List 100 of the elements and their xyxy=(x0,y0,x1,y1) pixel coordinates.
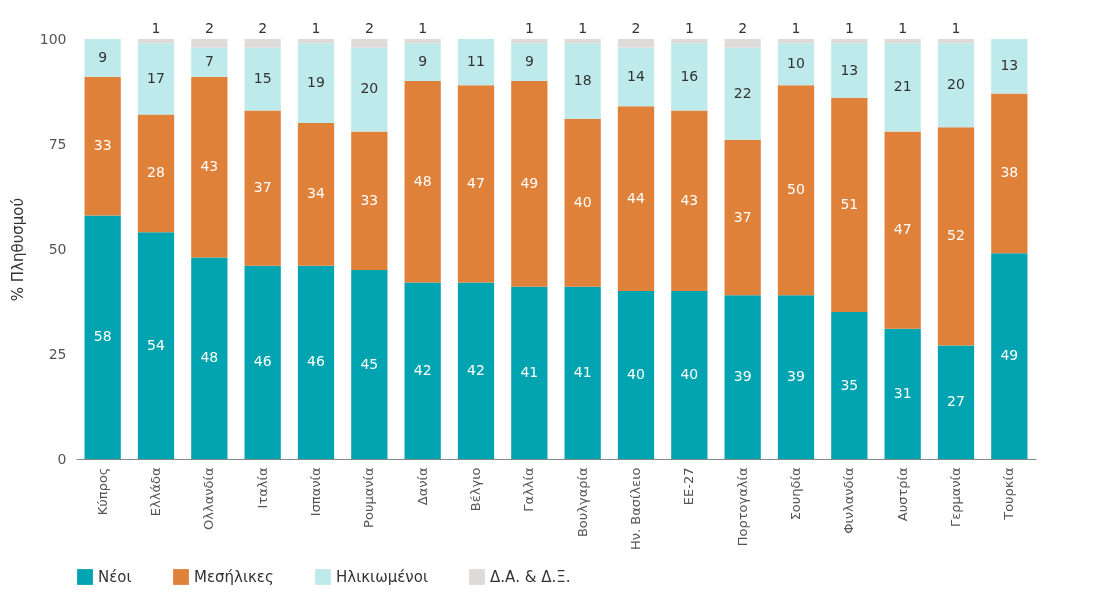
bar xyxy=(671,39,708,44)
bar xyxy=(937,39,975,44)
bar xyxy=(511,286,548,459)
data-label: 42 xyxy=(413,361,432,378)
x-tick-label: Αυστρία xyxy=(894,467,910,522)
bar xyxy=(777,295,815,459)
data-label: 9 xyxy=(418,53,428,70)
x-tick-label: Τουρκία xyxy=(1001,467,1017,521)
data-label: 54 xyxy=(147,336,165,353)
data-label: 15 xyxy=(253,69,272,86)
bar xyxy=(137,43,175,115)
y-tick-label: 0 xyxy=(57,450,67,467)
data-label: 27 xyxy=(947,393,965,410)
x-tick-label: Βέλγιο xyxy=(468,467,483,512)
data-label: 16 xyxy=(680,67,699,84)
data-label: 1 xyxy=(791,20,801,36)
bar xyxy=(564,39,601,44)
data-label: 1 xyxy=(311,20,321,36)
bar xyxy=(511,81,548,287)
data-label: 22 xyxy=(733,84,752,101)
bar xyxy=(351,270,388,459)
data-label: 13 xyxy=(1000,57,1019,74)
data-label: 1 xyxy=(151,20,161,36)
bar xyxy=(617,291,655,459)
data-label: 1 xyxy=(578,20,588,36)
data-label: 41 xyxy=(520,363,539,380)
bar xyxy=(511,43,548,81)
bar xyxy=(671,110,708,291)
y-axis-title: % Πληθυσμού xyxy=(8,197,27,302)
data-label: 38 xyxy=(1000,164,1019,181)
bar xyxy=(617,39,655,48)
data-label: 39 xyxy=(733,368,752,385)
bar xyxy=(617,47,655,107)
x-tick-label: Ισπανία xyxy=(308,467,323,517)
bar xyxy=(724,39,761,48)
data-label: 35 xyxy=(840,376,859,393)
data-label: 50 xyxy=(787,181,805,198)
data-label: 46 xyxy=(253,353,272,370)
data-label: 34 xyxy=(307,185,325,202)
data-label: 43 xyxy=(200,158,219,175)
data-label: 37 xyxy=(733,208,752,225)
legend-label: Μεσήλικες xyxy=(194,568,274,586)
y-tick-label: 25 xyxy=(48,345,67,362)
data-label: 42 xyxy=(467,361,485,378)
bar xyxy=(937,43,975,128)
bar xyxy=(137,114,175,233)
bar xyxy=(937,345,975,459)
bar xyxy=(84,215,121,459)
bar xyxy=(831,97,868,312)
data-label: 45 xyxy=(360,355,379,372)
y-tick-label: 50 xyxy=(48,240,67,257)
bar xyxy=(831,43,868,98)
data-label: 18 xyxy=(573,72,592,88)
data-label: 7 xyxy=(204,53,214,70)
data-label: 9 xyxy=(98,48,108,65)
data-label: 1 xyxy=(524,20,534,36)
bar xyxy=(137,232,175,459)
x-tick-label: Πορτογαλία xyxy=(734,467,750,547)
bar xyxy=(937,127,975,346)
data-label: 19 xyxy=(307,74,325,91)
bar xyxy=(564,118,601,287)
data-label: 46 xyxy=(307,353,325,370)
x-tick-label: Φινλανδία xyxy=(841,467,857,534)
x-tick-label: ΕΕ-27 xyxy=(681,467,697,506)
bar xyxy=(724,47,761,140)
bar xyxy=(351,39,388,48)
data-label: 2 xyxy=(204,20,214,36)
bar xyxy=(671,43,708,111)
x-tick-label: Γερμανία xyxy=(948,467,963,528)
x-tick-label: Ιταλία xyxy=(254,467,270,509)
data-label: 40 xyxy=(573,193,592,210)
bar xyxy=(777,39,815,44)
bar xyxy=(617,106,655,291)
legend-label: Ηλικιωμένοι xyxy=(336,568,428,586)
bar xyxy=(511,39,548,44)
bar xyxy=(671,291,708,459)
data-label: 49 xyxy=(520,174,539,191)
bar xyxy=(777,85,815,296)
data-label: 2 xyxy=(738,20,748,36)
bar xyxy=(457,85,495,283)
bar xyxy=(884,43,921,132)
bar xyxy=(404,43,441,81)
x-tick-label: Κύπρος xyxy=(94,467,110,516)
data-label: 20 xyxy=(360,80,379,97)
data-label: 17 xyxy=(147,69,165,86)
bar xyxy=(404,39,441,44)
bar xyxy=(457,39,495,86)
bar xyxy=(884,328,921,459)
bar xyxy=(244,110,281,266)
bar xyxy=(991,93,1028,254)
bar xyxy=(297,39,335,44)
y-tick-label: 100 xyxy=(39,30,67,47)
bar xyxy=(297,43,335,123)
y-tick-label: 75 xyxy=(48,135,67,152)
data-label: 51 xyxy=(840,195,859,212)
x-tick-label: Σουηδία xyxy=(788,467,803,521)
x-tick-label: Ην. Βασίλειο xyxy=(628,467,643,551)
bar xyxy=(84,76,121,216)
data-label: 39 xyxy=(787,368,805,385)
bar xyxy=(191,76,228,258)
